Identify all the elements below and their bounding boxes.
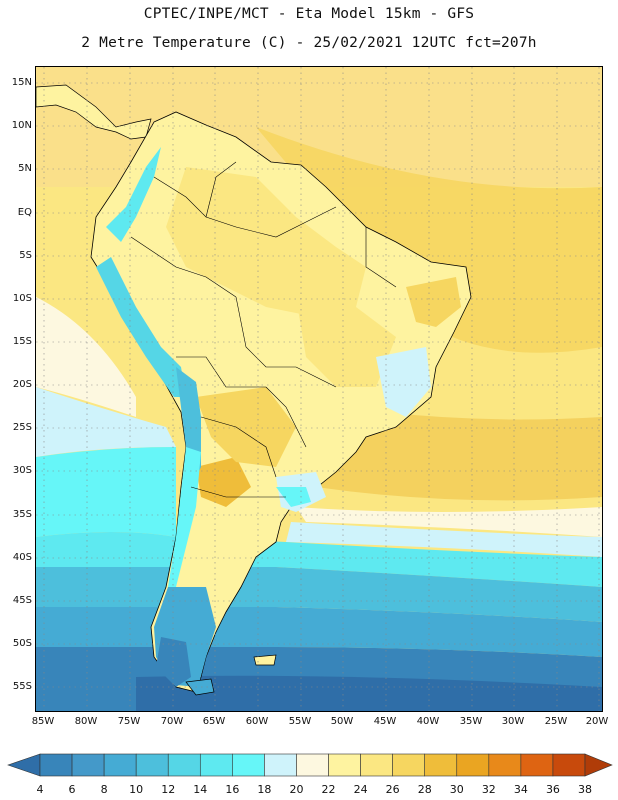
band-pac-light — [36, 387, 176, 457]
lat-label-45s: 45S — [12, 595, 32, 606]
temperature-colorbar — [7, 753, 613, 777]
colorbar-label: 36 — [545, 783, 560, 796]
lat-label-35s: 35S — [12, 509, 32, 520]
lon-label-70w: 70W — [160, 716, 184, 727]
central-america — [36, 84, 152, 140]
colorbar-cell — [264, 753, 297, 777]
map-title-line2: 2 Metre Temperature (C) - 25/02/2021 12U… — [81, 35, 537, 51]
tierra-del-fuego — [185, 678, 215, 696]
band-deepest — [136, 675, 602, 711]
lat-label-30s: 30S — [12, 465, 32, 476]
band-atl-pale — [296, 507, 602, 537]
colorbar-cell — [328, 753, 361, 777]
colorbar-label: 4 — [36, 783, 44, 796]
andes-chile — [168, 447, 201, 587]
lon-label-85w: 85W — [31, 716, 55, 727]
colorbar-label: 8 — [100, 783, 108, 796]
colorbar-cell — [232, 753, 265, 777]
lon-label-20w: 20W — [585, 716, 609, 727]
colorbar-label: 28 — [417, 783, 432, 796]
lon-label-55w: 55W — [288, 716, 312, 727]
colorbar-label: 24 — [353, 783, 368, 796]
colorbar-cell — [71, 753, 105, 777]
colorbar-arrow-low — [7, 753, 41, 777]
warm-ne-coast — [406, 277, 461, 327]
andes-north — [106, 147, 161, 242]
colorbar-cell — [520, 753, 554, 777]
warm-interior-center — [296, 297, 396, 387]
hot-argentina — [196, 457, 251, 507]
colorbar-cell — [39, 753, 73, 777]
band-atl-light — [286, 522, 602, 557]
colorbar-cell — [392, 753, 426, 777]
country-borders — [130, 161, 397, 498]
colorbar-label: 16 — [225, 783, 240, 796]
temperature-map — [35, 66, 603, 712]
andes-peru — [96, 257, 186, 397]
lat-label-10n: 10N — [11, 120, 32, 131]
lat-label-15s: 15S — [12, 336, 32, 347]
graticule — [36, 67, 602, 711]
lat-label-55s: 55S — [12, 681, 32, 692]
patagonia-tip — [156, 637, 191, 687]
lon-label-80w: 80W — [74, 716, 98, 727]
colorbar-label: 6 — [68, 783, 76, 796]
lat-label-5s: 5S — [19, 250, 32, 261]
lat-label-15n: 15N — [11, 77, 32, 88]
lon-label-75w: 75W — [117, 716, 141, 727]
lon-label-25w: 25W — [544, 716, 568, 727]
lon-label-45w: 45W — [373, 716, 397, 727]
band-equatorial — [256, 127, 602, 353]
colorbar-cell — [360, 753, 393, 777]
colorbar-label: 20 — [289, 783, 304, 796]
colorbar-cell — [424, 753, 458, 777]
lat-label-eq: EQ — [17, 207, 32, 218]
colorbar-arrow-high — [584, 753, 613, 777]
band-pac-cyan — [36, 447, 176, 537]
lon-label-60w: 60W — [245, 716, 269, 727]
lat-label-5n: 5N — [18, 163, 32, 174]
colorbar-cell — [552, 753, 586, 777]
lat-label-50s: 50S — [12, 638, 32, 649]
band-pac-pale — [36, 297, 136, 417]
colorbar-cell — [199, 753, 233, 777]
lat-label-20s: 20S — [12, 379, 32, 390]
colorbar-cell — [135, 753, 169, 777]
colorbar-label: 26 — [385, 783, 400, 796]
colorbar-label: 10 — [129, 783, 144, 796]
se-brazil-cool — [376, 347, 431, 417]
lat-label-25s: 25S — [12, 422, 32, 433]
colorbar-label: 12 — [161, 783, 176, 796]
colorbar-label: 18 — [257, 783, 272, 796]
rs-cyan — [276, 487, 311, 507]
colorbar-cell — [296, 753, 329, 777]
lon-label-40w: 40W — [416, 716, 440, 727]
colorbar-label: 34 — [513, 783, 528, 796]
colorbar-cell — [103, 753, 137, 777]
lat-label-10s: 10S — [12, 293, 32, 304]
colorbar-label: 32 — [481, 783, 496, 796]
warm-chaco — [196, 387, 296, 467]
colorbar-label: 30 — [449, 783, 464, 796]
warm-interior-north — [166, 167, 366, 317]
lon-label-35w: 35W — [459, 716, 483, 727]
colorbar-label: 38 — [578, 783, 592, 796]
falklands — [253, 654, 277, 666]
colorbar-cell — [488, 753, 522, 777]
lat-label-40s: 40S — [12, 552, 32, 563]
lon-label-50w: 50W — [330, 716, 354, 727]
colorbar-label: 22 — [321, 783, 336, 796]
colorbar-label: 14 — [193, 783, 208, 796]
map-title-line1: CPTEC/INPE/MCT - Eta Model 15km - GFS — [143, 6, 475, 22]
colorbar-cell — [456, 753, 490, 777]
lon-label-30w: 30W — [501, 716, 525, 727]
lon-label-65w: 65W — [202, 716, 226, 727]
colorbar-cell — [167, 753, 201, 777]
